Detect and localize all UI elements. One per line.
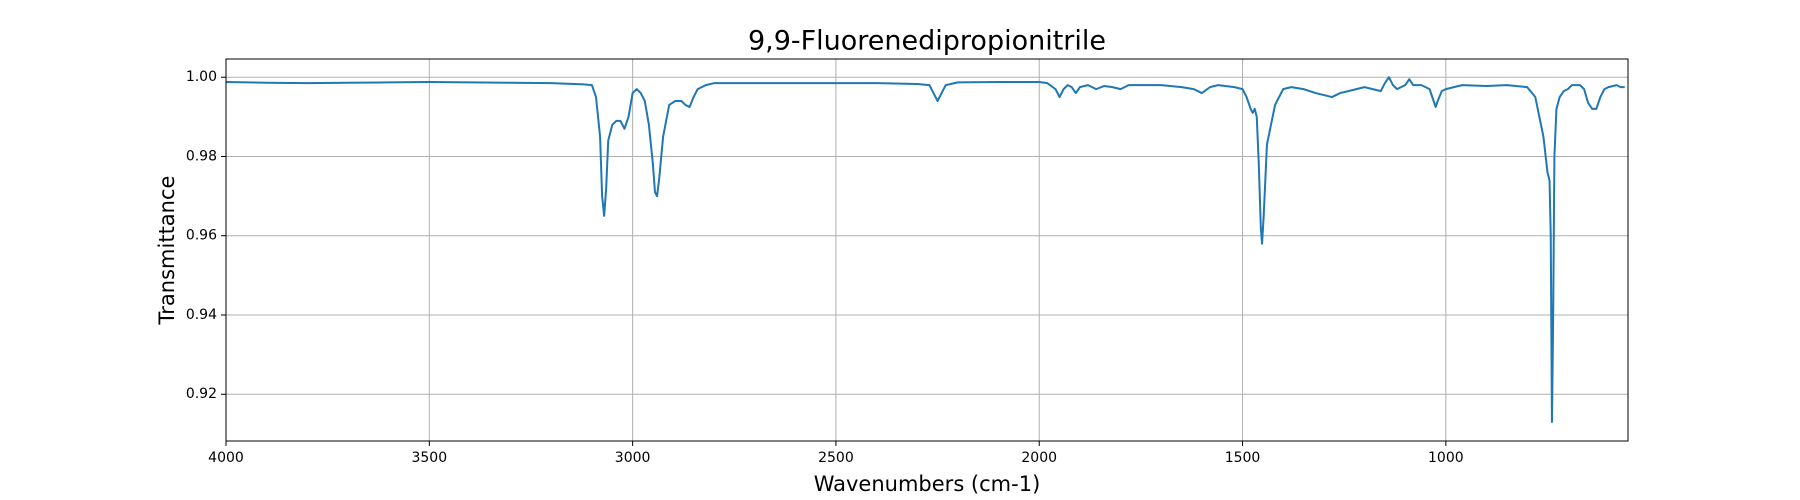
plot-frame <box>225 58 1629 442</box>
spectrum-line <box>225 76 1625 423</box>
y-tick-label: 0.94 <box>186 307 217 323</box>
x-tick-label: 3000 <box>615 450 651 466</box>
chart-title: 9,9-Fluorenedipropionitrile <box>748 26 1106 57</box>
x-tick-label: 3500 <box>411 450 447 466</box>
y-tick-label: 0.92 <box>186 386 217 402</box>
x-tick-label: 2000 <box>1021 450 1057 466</box>
x-tick-label: 2500 <box>818 450 854 466</box>
y-axis-label: Transmittance <box>155 176 179 326</box>
x-tick-label: 4000 <box>208 450 244 466</box>
x-tick-label: 1500 <box>1225 450 1261 466</box>
x-axis-label: Wavenumbers (cm-1) <box>814 472 1041 496</box>
y-tick-label: 0.98 <box>186 148 217 164</box>
y-tick-label: 1.00 <box>186 69 217 85</box>
y-tick-label: 0.96 <box>186 228 217 244</box>
x-tick-label: 1000 <box>1428 450 1464 466</box>
